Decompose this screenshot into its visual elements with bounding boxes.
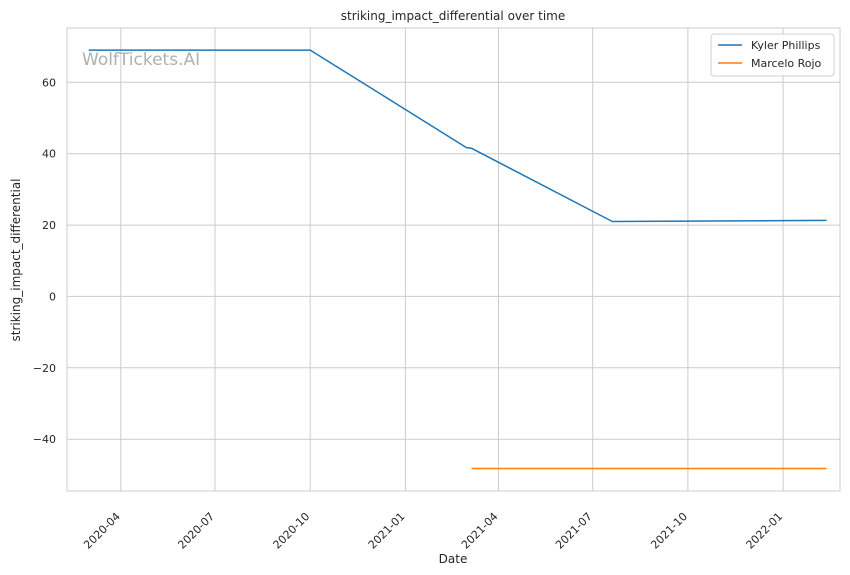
series-layer: [88, 49, 827, 470]
y-axis-label: striking_impact_differential: [9, 178, 23, 341]
x-tick-label: 2021-10: [648, 510, 690, 552]
series-line-kyler-phillips: [88, 49, 827, 223]
x-tick-label: 2020-10: [271, 510, 313, 552]
y-tick-label: 0: [49, 290, 56, 303]
x-tick-label: 2020-07: [175, 510, 217, 552]
y-tick-label: 60: [42, 76, 56, 89]
grid: [67, 28, 840, 491]
y-tick-label: 20: [42, 219, 56, 232]
x-tick-label: 2022-01: [744, 510, 786, 552]
legend-label-marcelo-rojo: Marcelo Rojo: [751, 57, 822, 70]
y-tick-label: −40: [33, 433, 56, 446]
legend: Kyler Phillips Marcelo Rojo: [710, 33, 835, 77]
legend-label-kyler-phillips: Kyler Phillips: [751, 39, 821, 52]
x-tick-label: 2021-04: [459, 510, 501, 552]
x-axis-label: Date: [439, 552, 468, 566]
y-tick-label: 40: [42, 148, 56, 161]
y-tick-label: −20: [33, 362, 56, 375]
y-axis-ticks: −40 −20 0 20 40 60: [33, 76, 56, 446]
x-tick-label: 2021-07: [553, 510, 595, 552]
x-tick-label: 2020-04: [81, 510, 123, 552]
chart-title: striking_impact_differential over time: [341, 9, 566, 23]
x-axis-ticks: 2020-04 2020-07 2020-10 2021-01 2021-04 2021-…: [81, 510, 785, 552]
x-tick-label: 2021-01: [366, 510, 408, 552]
watermark: WolfTickets.AI: [82, 50, 200, 70]
plot-area: [66, 27, 841, 492]
